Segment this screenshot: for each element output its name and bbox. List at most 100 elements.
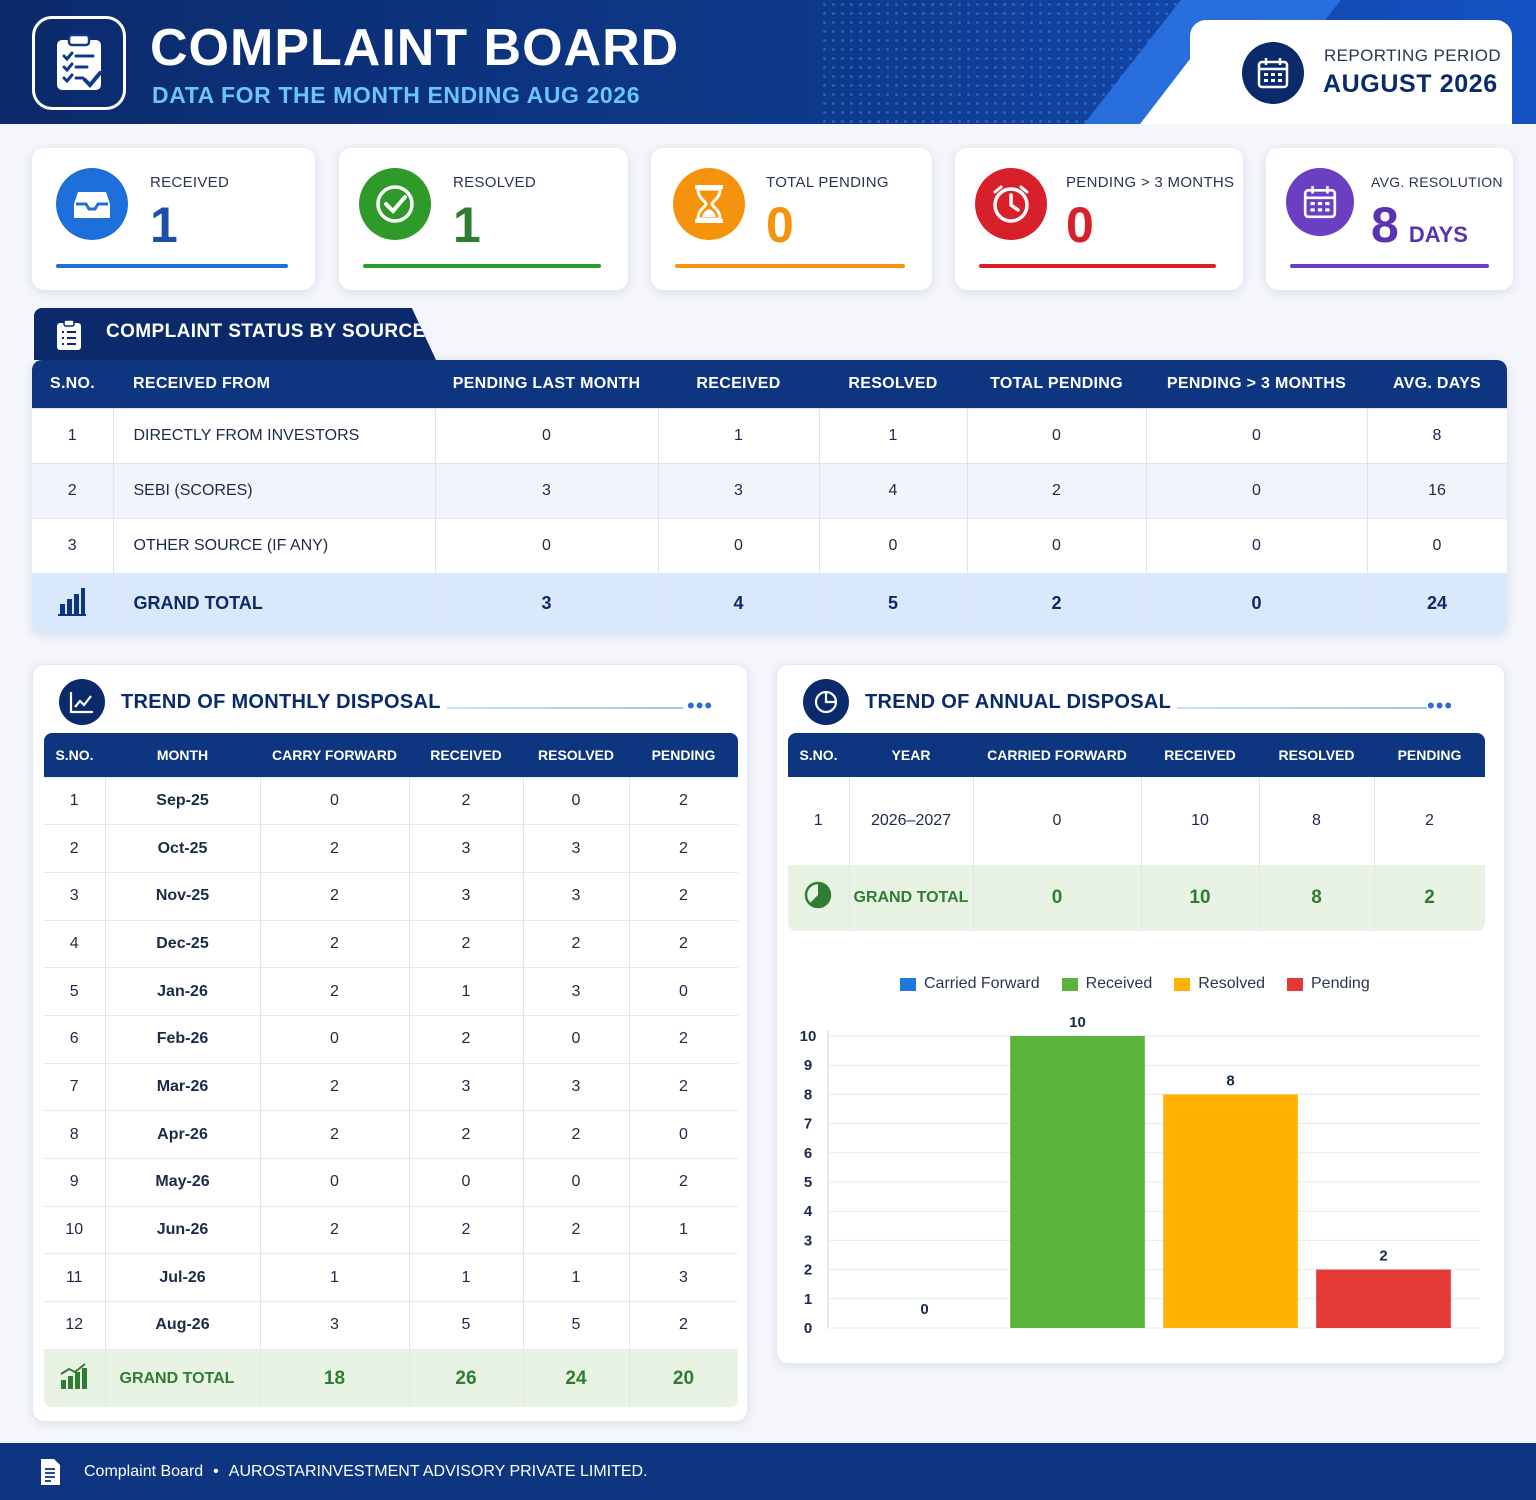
table-cell: 5 xyxy=(44,967,106,1016)
table-cell: 0 xyxy=(1146,572,1368,634)
table-cell: 2 xyxy=(1374,865,1485,931)
table-cell: 2 xyxy=(629,776,738,825)
table-cell: 0 xyxy=(819,517,968,573)
table-cell: Jan-26 xyxy=(105,967,261,1016)
table-cell: 1 xyxy=(523,1253,630,1302)
table-cell: 1 xyxy=(658,407,820,463)
legend-item: Carried Forward xyxy=(900,975,1040,993)
table-cell: 2 xyxy=(260,919,410,968)
kpi-value: 8 xyxy=(1371,197,1399,253)
table-row: 9 May-26 0 0 0 2 xyxy=(44,1158,738,1207)
grand-total-row: GRAND TOTAL 3 4 5 2 0 24 xyxy=(32,572,1507,634)
source-section-tab: COMPLAINT STATUS BY SOURCE xyxy=(34,308,436,360)
grand-total-row: GRAND TOTAL 18 26 24 20 xyxy=(44,1348,738,1408)
table-cell: Sep-25 xyxy=(105,776,261,825)
col-header: RECEIVED xyxy=(1141,733,1259,777)
table-cell: 2 xyxy=(260,1062,410,1111)
table-cell: 3 xyxy=(44,871,106,921)
page-subtitle: DATA FOR THE MONTH ENDING AUG 2026 xyxy=(152,82,641,108)
table-cell: 2 xyxy=(409,1014,524,1064)
table-cell: 2 xyxy=(409,1205,524,1254)
footer: Complaint Board • AUROSTARINVESTMENT ADV… xyxy=(0,1443,1536,1500)
table-cell: 0 xyxy=(973,777,1142,865)
col-header: RESOLVED xyxy=(1259,733,1374,777)
table-cell: Dec-25 xyxy=(105,919,261,968)
table-cell: 2 xyxy=(629,871,738,921)
table-cell: GRAND TOTAL xyxy=(849,865,974,931)
table-cell: GRAND TOTAL xyxy=(105,1348,261,1408)
table-cell: 3 xyxy=(260,1301,410,1350)
reporting-period-card: REPORTING PERIOD AUGUST 2026 xyxy=(1190,20,1512,124)
legend-item: Pending xyxy=(1287,975,1370,993)
table-cell: 18 xyxy=(260,1348,410,1408)
table-cell: OTHER SOURCE (IF ANY) xyxy=(113,517,436,573)
table-cell: 0 xyxy=(260,1158,410,1207)
kpi-unit: DAYS xyxy=(1408,222,1468,247)
calendar-icon xyxy=(1242,42,1304,104)
more-icon[interactable]: ••• xyxy=(1427,693,1454,718)
col-header: S.NO. xyxy=(788,733,849,777)
more-icon[interactable]: ••• xyxy=(687,693,714,718)
footer-app-name: Complaint Board xyxy=(84,1462,204,1480)
chart-legend: Carried Forward Received Resolved Pendin… xyxy=(900,975,1370,993)
table-cell: 0 xyxy=(1146,517,1368,573)
table-cell: 7 xyxy=(44,1062,106,1111)
table-cell: 2 xyxy=(523,1205,630,1254)
kpi-label: PENDING > 3 MONTHS xyxy=(1066,174,1235,191)
table-cell: 2 xyxy=(523,1110,630,1159)
table-cell: 2 xyxy=(629,1062,738,1111)
table-cell: 3 xyxy=(523,1062,630,1111)
growth-chart-icon xyxy=(44,1348,106,1408)
source-section-title: COMPLAINT STATUS BY SOURCE xyxy=(106,321,426,342)
col-header: CARRY FORWARD xyxy=(260,733,409,777)
table-cell: 3 xyxy=(435,462,659,518)
table-cell: 2 xyxy=(260,1205,410,1254)
clipboard-list-icon xyxy=(50,316,88,354)
y-tick-label: 7 xyxy=(804,1116,812,1133)
table-cell: 0 xyxy=(1146,407,1368,463)
table-cell: 1 xyxy=(44,776,106,825)
table-cell: 2 xyxy=(260,1110,410,1159)
col-header: YEAR xyxy=(849,733,973,777)
data-label: 10 xyxy=(1069,1014,1086,1031)
table-cell: 3 xyxy=(523,871,630,921)
table-cell: 0 xyxy=(523,1014,630,1064)
col-header: PENDING LAST MONTH xyxy=(435,360,658,408)
table-cell: 24 xyxy=(523,1348,630,1408)
table-cell: 2 xyxy=(409,919,524,968)
table-cell: 4 xyxy=(44,919,106,968)
kpi-pending-3-months: PENDING > 3 MONTHS 0 xyxy=(955,148,1243,290)
kpi-value: 0 xyxy=(1066,197,1094,253)
table-cell: May-26 xyxy=(105,1158,261,1207)
table-cell: 0 xyxy=(260,1014,410,1064)
table-row: 12 Aug-26 3 5 5 2 xyxy=(44,1301,738,1350)
table-cell: 0 xyxy=(973,865,1142,931)
table-row: 7 Mar-26 2 3 3 2 xyxy=(44,1062,738,1111)
monthly-title: TREND OF MONTHLY DISPOSAL xyxy=(121,691,441,713)
col-header: S.NO. xyxy=(32,360,113,408)
table-cell: 5 xyxy=(819,572,968,634)
bar-chart-icon xyxy=(32,572,114,634)
table-row: 1 Sep-25 0 2 0 2 xyxy=(44,776,738,825)
table-cell: 2026–2027 xyxy=(849,777,974,865)
kpi-label: RESOLVED xyxy=(453,174,536,191)
annual-bar-chart: 0 1 2 3 4 5 6 7 8 9 10 0 10 8 2 xyxy=(800,1014,1480,1337)
table-row: 11 Jul-26 1 1 1 3 xyxy=(44,1253,738,1302)
table-cell: 0 xyxy=(1146,462,1368,518)
data-label: 0 xyxy=(920,1301,928,1318)
table-cell: 3 xyxy=(409,824,524,873)
table-cell: 2 xyxy=(967,572,1147,634)
table-cell: 16 xyxy=(1367,462,1507,518)
table-cell: 1 xyxy=(788,777,850,865)
col-header: RECEIVED FROM xyxy=(113,360,435,408)
table-cell: Jun-26 xyxy=(105,1205,261,1254)
y-tick-label: 9 xyxy=(804,1057,812,1074)
y-tick-label: 5 xyxy=(804,1174,812,1191)
col-header: MONTH xyxy=(105,733,260,777)
table-cell: 2 xyxy=(629,919,738,968)
table-cell: SEBI (SCORES) xyxy=(113,462,436,518)
table-cell: 4 xyxy=(658,572,820,634)
y-tick-label: 2 xyxy=(804,1262,812,1279)
table-cell: 2 xyxy=(409,1110,524,1159)
kpi-value: 1 xyxy=(453,197,481,253)
